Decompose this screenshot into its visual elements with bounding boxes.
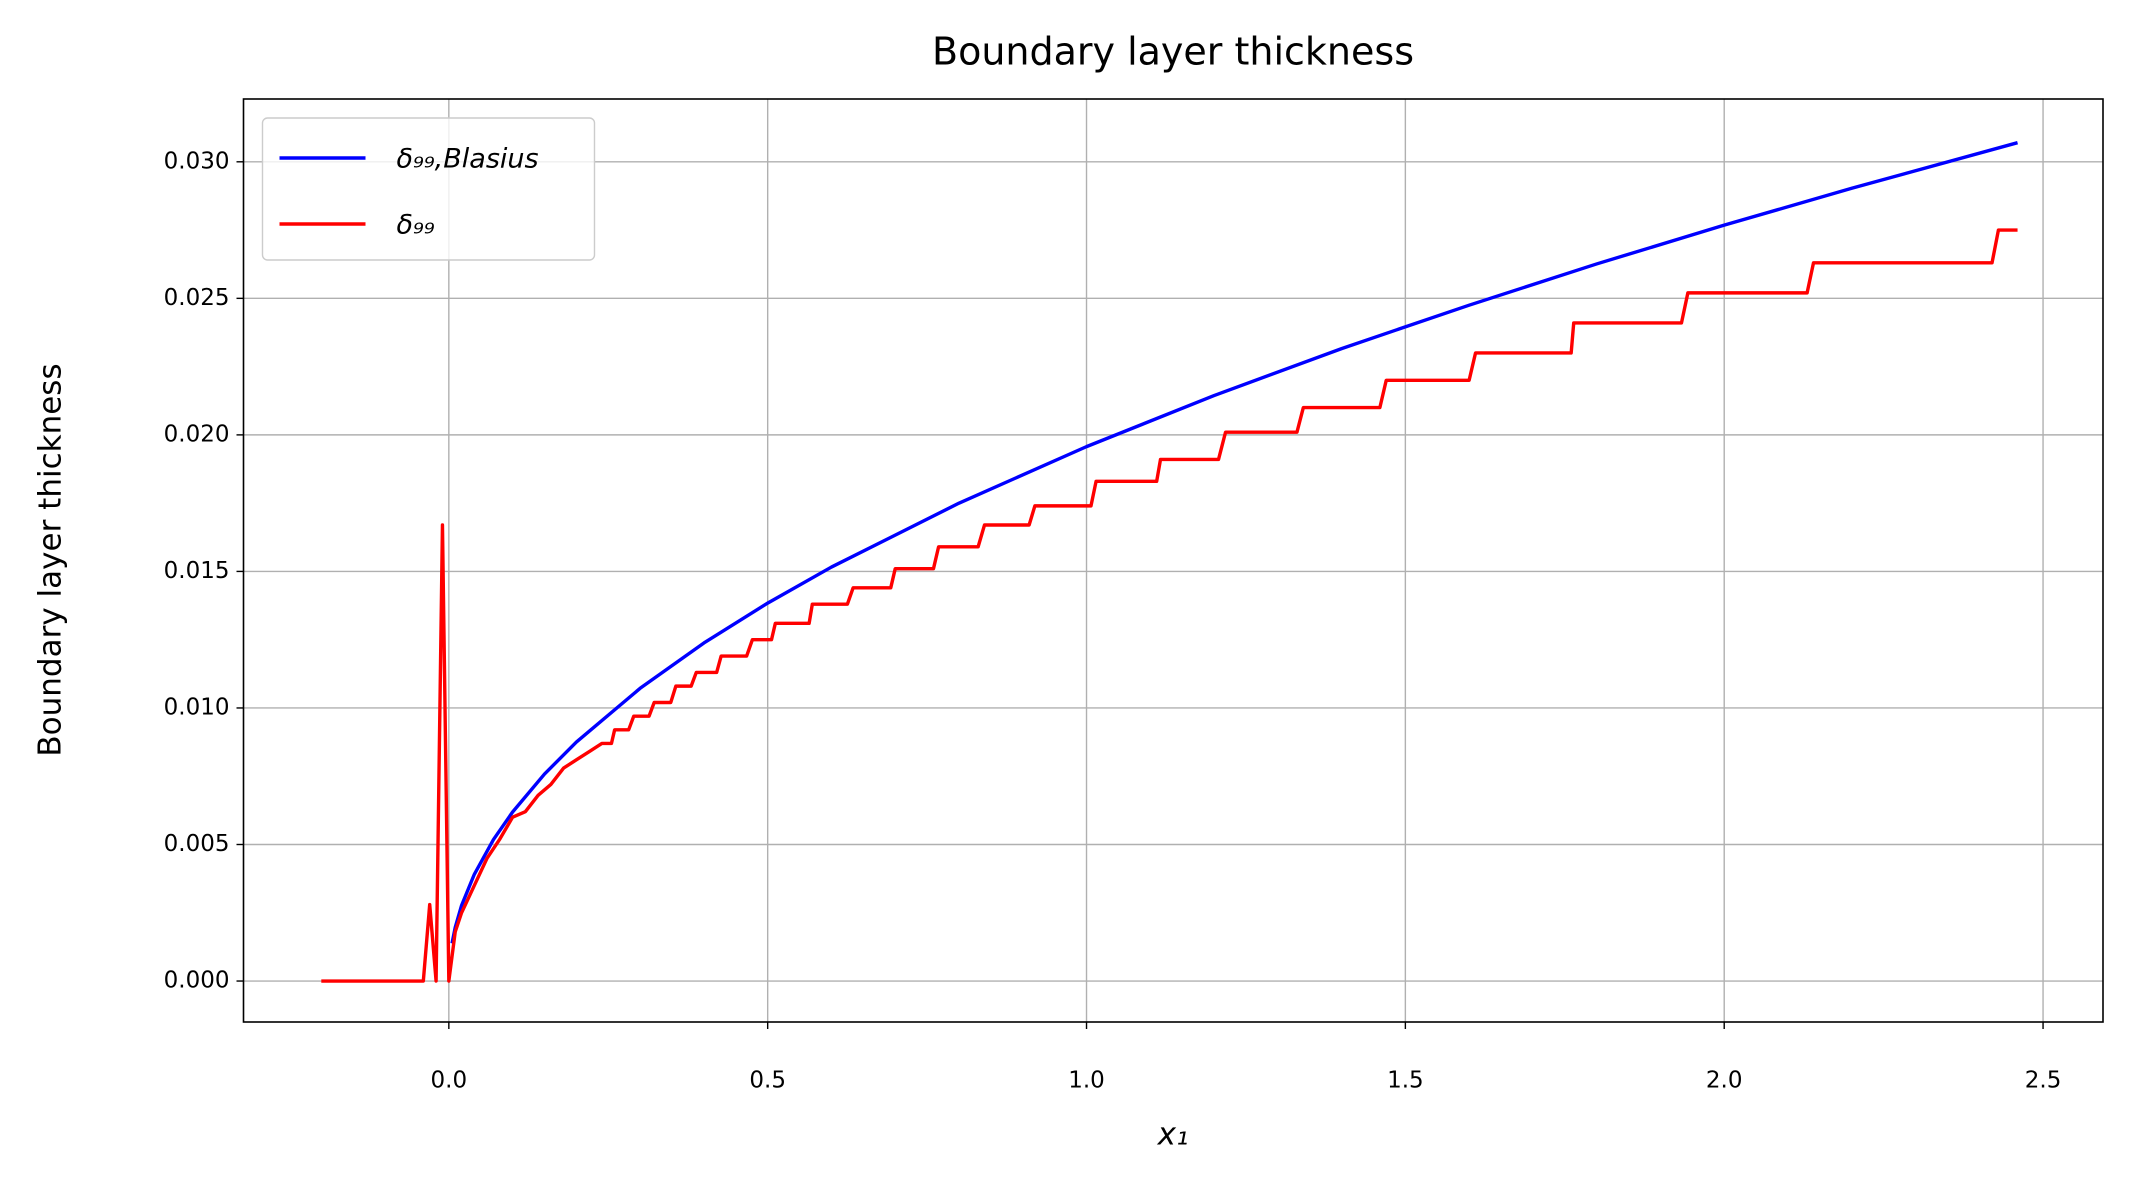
y-tick-label: 0.030: [164, 148, 230, 174]
data-line: [321, 228, 2018, 983]
x-tick-label: 1.0: [1068, 1068, 1105, 1094]
y-tick-label: 0.010: [164, 694, 230, 720]
y-tick-label: 0.025: [164, 285, 230, 311]
plot-frame: [242, 98, 2104, 1023]
x-tick-label: 2.0: [1706, 1068, 1743, 1094]
chart-title: Boundary layer thickness: [932, 30, 1414, 74]
y-tick-label: 0.005: [164, 831, 230, 857]
x-tick-label: 0.0: [431, 1068, 468, 1094]
y-tick-label: 0.015: [164, 558, 230, 584]
y-axis-label: Boundary layer thickness: [33, 363, 69, 756]
data-line: [450, 141, 2019, 944]
y-tick-label: 0.000: [164, 968, 230, 994]
legend-label: δ₉₉,Blasius: [397, 144, 539, 175]
x-tick-label: 0.5: [749, 1068, 786, 1094]
y-tick-label: 0.020: [164, 421, 230, 447]
x-tick-label: 1.5: [1387, 1068, 1424, 1094]
x-axis-label: x₁: [1157, 1117, 1189, 1153]
x-tick-label: 2.5: [2025, 1068, 2062, 1094]
legend-label: δ₉₉: [397, 210, 435, 241]
